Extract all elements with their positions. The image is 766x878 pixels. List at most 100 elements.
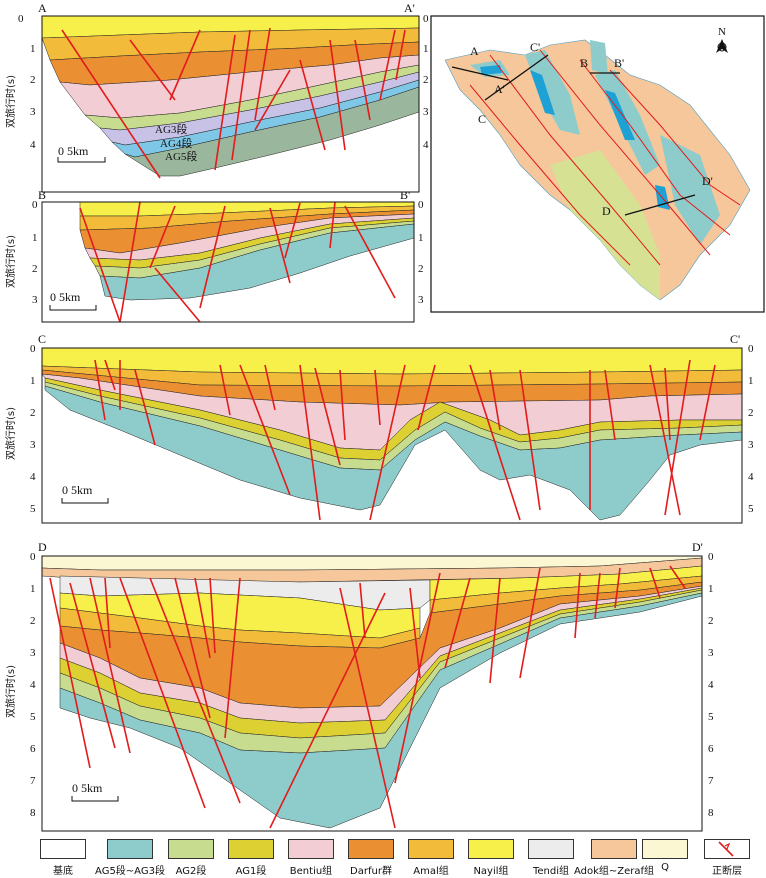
cc-tick-r1: 1 [748, 375, 754, 387]
legend-swatch [168, 839, 214, 859]
svg-text:N: N [718, 26, 726, 38]
legend-item-tendi: Tendi组 [516, 835, 586, 877]
legend-item-ag1: AG1段 [216, 835, 286, 877]
location-map: A A' B B' C C' D D' N [430, 15, 765, 313]
aa-start-label: A [38, 1, 47, 15]
legend-swatch [642, 839, 688, 859]
aa-ylabel: 双旅行时(s) [4, 75, 17, 128]
bb-scale-bar: 0 5km [49, 290, 97, 311]
aa-unit-ag4: AG4段 [160, 136, 192, 150]
legend-swatch [107, 839, 153, 859]
map-a-start: A [470, 44, 479, 58]
map-b-start: B [580, 56, 588, 70]
legend-item-amal: Amal组 [396, 835, 466, 877]
cc-tick-2: 2 [30, 407, 36, 419]
legend-item-basement: 基底 [28, 835, 98, 877]
bb-tick-r0: 0 [418, 199, 424, 211]
dd-tick-r2: 2 [708, 615, 714, 627]
dd-tick-r6: 6 [708, 743, 714, 755]
dd-tick-0: 0 [30, 551, 36, 563]
dd-tick-r5: 5 [708, 711, 714, 723]
bb-end-label: B' [400, 188, 410, 202]
legend-swatch [288, 839, 334, 859]
svg-text:0 5km: 0 5km [62, 483, 93, 497]
dd-tick-5: 5 [30, 711, 36, 723]
aa-tick-3: 3 [30, 106, 36, 118]
normal-fault-icon [704, 839, 750, 859]
dd-end-label: D' [692, 540, 703, 554]
dd-start-label: D [38, 540, 47, 554]
bb-tick-r3: 3 [418, 294, 424, 306]
cc-tick-r3: 3 [748, 439, 754, 451]
dd-tick-7: 7 [30, 775, 36, 787]
aa-tick-r1: 1 [423, 43, 429, 55]
map-d-end: D' [702, 174, 713, 188]
map-b-end: B' [614, 56, 624, 70]
aa-tick-r4: 4 [423, 139, 429, 151]
cc-ylabel: 双旅行时(s) [4, 407, 17, 460]
bb-tick-r1: 1 [418, 232, 424, 244]
aa-scale-bar: 0 5km [57, 144, 106, 163]
legend-item-adok-zeraf: Adok组~Zeraf组 [572, 835, 656, 877]
dd-ylabel: 双旅行时(s) [4, 665, 17, 718]
dd-tick-r3: 3 [708, 647, 714, 659]
north-arrow-icon: N [716, 26, 728, 53]
aa-tick-4: 4 [30, 139, 36, 151]
dd-tick-1: 1 [30, 583, 36, 595]
aa-tick-r2: 2 [423, 74, 429, 86]
map-c-end: C' [530, 40, 540, 54]
aa-tick-0: 0 [18, 13, 24, 25]
dd-tick-8: 8 [30, 807, 36, 819]
dd-tick-6: 6 [30, 743, 36, 755]
cc-tick-5: 5 [30, 503, 36, 515]
legend-item-q: Q [630, 835, 700, 873]
svg-text:0 5km: 0 5km [50, 290, 81, 304]
cc-tick-r0: 0 [748, 343, 754, 355]
aa-tick-r3: 3 [423, 106, 429, 118]
bb-ylabel: 双旅行时(s) [4, 235, 17, 288]
aa-tick-1: 1 [30, 43, 36, 55]
aa-tick-2: 2 [30, 74, 36, 86]
dd-scale-bar: 0 5km [71, 781, 119, 802]
map-d-start: D [602, 204, 611, 218]
bb-tick-2: 2 [32, 263, 38, 275]
legend-swatch [468, 839, 514, 859]
bb-tick-1: 1 [32, 232, 38, 244]
section-dd: D D' 0 1 2 3 4 5 6 7 8 0 1 2 3 4 5 6 7 8… [4, 540, 714, 832]
legend-item-darfur: Darfur群 [336, 835, 406, 877]
cc-end-label: C' [730, 332, 740, 346]
legend-swatch [408, 839, 454, 859]
legend-swatch [348, 839, 394, 859]
legend-item-bentiu: Bentiu组 [276, 835, 346, 877]
cc-tick-r5: 5 [748, 503, 754, 515]
svg-text:0 5km: 0 5km [72, 781, 103, 795]
cc-tick-3: 3 [30, 439, 36, 451]
legend-item-normal-fault: 正断层 [692, 835, 762, 877]
cc-scale-bar: 0 5km [61, 483, 109, 504]
bb-tick-0: 0 [32, 199, 38, 211]
legend-swatch [228, 839, 274, 859]
bb-tick-3: 3 [32, 294, 38, 306]
map-c-start: C [478, 112, 486, 126]
legend-swatch [528, 839, 574, 859]
legend: 基底 AG5段~AG3段 AG2段 AG1段 Bentiu组 Darfur群 A… [0, 835, 766, 878]
cc-start-label: C [38, 332, 46, 346]
section-bb: B B' 0 1 2 3 0 1 2 3 双旅行时(s) 0 5km [4, 188, 424, 323]
dd-tick-3: 3 [30, 647, 36, 659]
section-cc: C C' 0 1 2 3 4 5 0 1 2 3 4 5 双旅行时(s) 0 5… [4, 332, 754, 524]
dd-tick-r0: 0 [708, 551, 714, 563]
svg-text:0 5km: 0 5km [58, 144, 89, 158]
aa-unit-ag5: AG5段 [165, 149, 197, 163]
legend-item-ag2: AG2段 [156, 835, 226, 877]
legend-swatch [591, 839, 637, 859]
aa-unit-ag3: AG3段 [155, 122, 187, 136]
aa-tick-r0: 0 [423, 13, 429, 25]
dd-tick-2: 2 [30, 615, 36, 627]
map-a-end: A' [494, 82, 505, 96]
legend-item-nayil: Nayil组 [456, 835, 526, 877]
legend-swatch [40, 839, 86, 859]
aa-end-label: A' [404, 1, 415, 15]
dd-tick-r4: 4 [708, 679, 714, 691]
dd-tick-r8: 8 [708, 807, 714, 819]
